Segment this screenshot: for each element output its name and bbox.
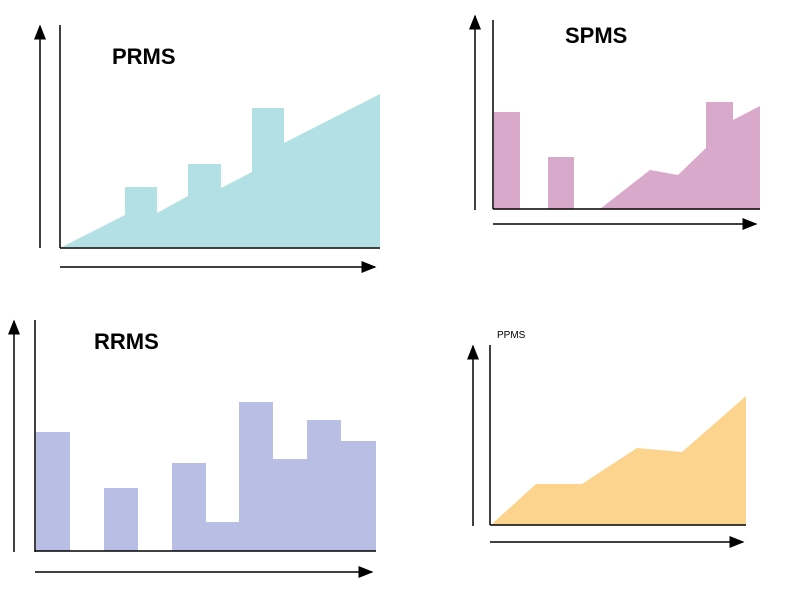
panel-title: PRMS	[112, 44, 176, 69]
prms-panel: PRMS	[34, 24, 380, 273]
panel-title: PPMS	[497, 330, 526, 341]
spms-area	[600, 102, 760, 209]
rrms-area	[172, 402, 376, 551]
ppms-area	[492, 396, 746, 525]
ppms-panel: PPMS	[467, 330, 746, 548]
rrms-bar	[36, 432, 70, 551]
spms-bar	[548, 157, 574, 209]
spms-panel: SPMS	[469, 14, 760, 230]
panel-title: SPMS	[565, 23, 627, 48]
rrms-panel: RRMS	[7, 319, 376, 578]
rrms-bar	[104, 488, 138, 551]
prms-area	[62, 94, 380, 247]
panel-title: RRMS	[94, 329, 159, 354]
spms-bar	[494, 112, 520, 209]
